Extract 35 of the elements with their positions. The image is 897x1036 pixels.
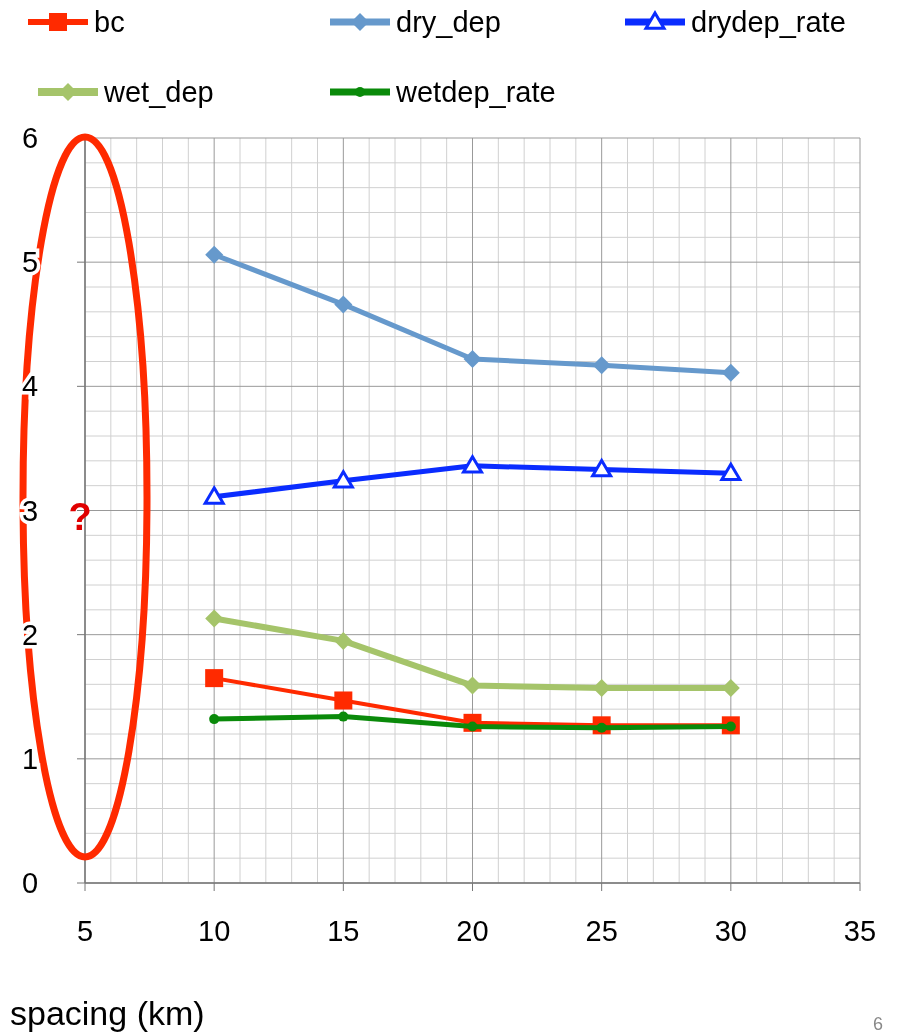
point bbox=[334, 295, 353, 314]
point bbox=[205, 669, 224, 688]
x-axis-title: spacing (km) bbox=[10, 994, 205, 1032]
y-tick-label: 1 bbox=[21, 742, 39, 775]
legend-label: wetdep_rate bbox=[395, 76, 556, 108]
point bbox=[334, 631, 353, 650]
legend-label: dry_dep bbox=[396, 6, 501, 38]
point bbox=[720, 462, 742, 482]
x-tick-label: 15 bbox=[327, 915, 360, 947]
legend-label: bc bbox=[94, 6, 125, 38]
legend-label: drydep_rate bbox=[691, 6, 846, 38]
point bbox=[205, 609, 224, 628]
point bbox=[721, 363, 740, 382]
point bbox=[338, 711, 349, 722]
point bbox=[334, 691, 353, 710]
legend-label: wet_dep bbox=[103, 76, 214, 108]
y-tick-label: 0 bbox=[21, 867, 39, 899]
point bbox=[592, 356, 611, 375]
point bbox=[591, 459, 613, 478]
point bbox=[203, 486, 225, 505]
point bbox=[332, 470, 354, 489]
point bbox=[462, 455, 483, 474]
y-tick-label: 2 bbox=[21, 618, 39, 651]
x-tick-label: 35 bbox=[843, 915, 877, 947]
x-tick-label: 10 bbox=[198, 915, 231, 947]
point bbox=[209, 714, 220, 725]
y-tick-label: 6 bbox=[21, 122, 39, 154]
text: 6 bbox=[872, 1014, 884, 1034]
x-tick-label: 30 bbox=[714, 915, 747, 947]
point bbox=[463, 350, 482, 369]
x-tick-label: 5 bbox=[76, 915, 94, 947]
x-tick-label: 20 bbox=[456, 915, 489, 947]
annotation: ? bbox=[68, 496, 92, 538]
point bbox=[205, 245, 224, 264]
x-tick-label: 25 bbox=[585, 915, 618, 947]
